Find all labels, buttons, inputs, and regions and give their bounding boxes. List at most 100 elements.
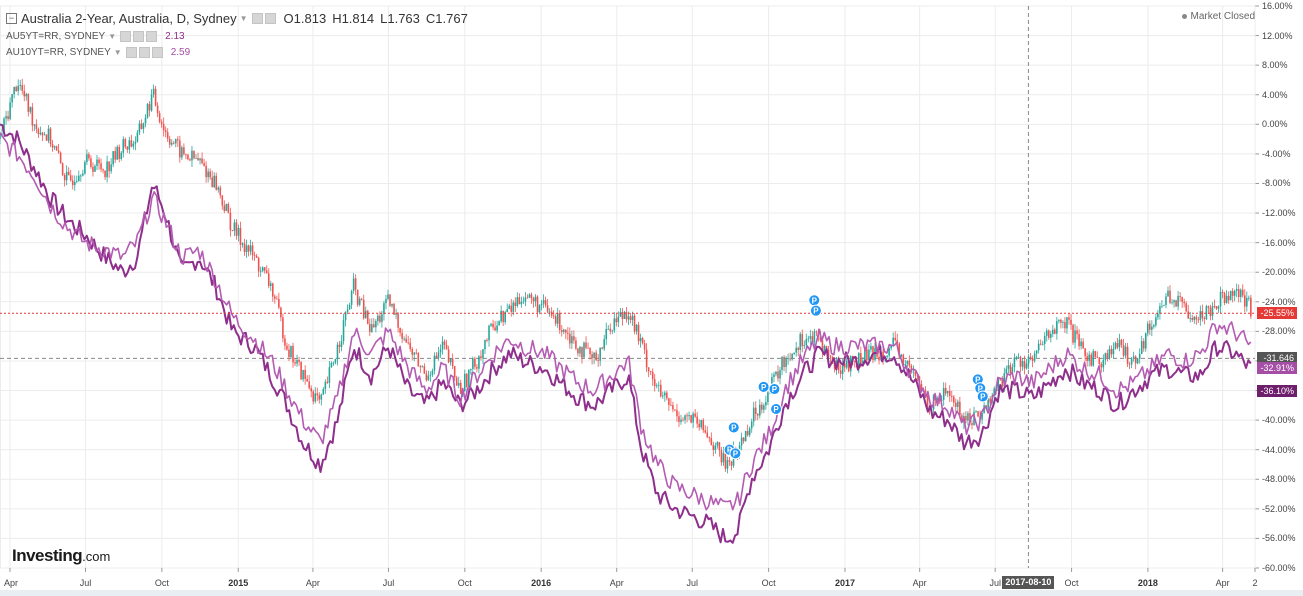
settings-icon[interactable] (120, 30, 132, 42)
candle-body (900, 354, 903, 357)
candle-body (1246, 297, 1248, 307)
candle-body (144, 117, 147, 124)
candle-body (433, 355, 436, 371)
compare-series-10y[interactable]: AU10YT=RR, SYDNEY ▼ 2.59 (6, 44, 468, 60)
compare-10y-name[interactable]: AU10YT=RR, SYDNEY (6, 46, 111, 58)
candle-body (225, 204, 228, 211)
candle-body (714, 445, 717, 450)
event-marker-label: P (975, 375, 981, 384)
candle-body (203, 163, 205, 166)
candle-body (124, 139, 127, 147)
candle-body (839, 370, 842, 374)
candle-body (235, 222, 238, 236)
chevron-down-icon[interactable]: ▼ (239, 13, 248, 23)
y-tick-label: -40.00% (1262, 415, 1296, 426)
candle-body (257, 257, 260, 272)
chevron-down-icon[interactable]: ▼ (108, 31, 117, 41)
minus-box-icon[interactable]: − (6, 12, 17, 24)
candle-body (447, 349, 450, 363)
candle-body (993, 388, 996, 396)
candle-body (825, 346, 828, 350)
candle-body (332, 362, 335, 364)
candle-body (1120, 339, 1123, 345)
y-tick-label: -16.00% (1262, 237, 1296, 248)
event-marker-icon[interactable]: P (976, 390, 989, 403)
close-icon[interactable] (146, 30, 158, 42)
compare-series-5y[interactable]: AU5YT=RR, SYDNEY ▼ 2.13 (6, 28, 468, 44)
candle-body (237, 227, 240, 236)
settings-icon[interactable] (125, 46, 137, 58)
candle-body (728, 460, 731, 462)
candle-body (1045, 330, 1048, 336)
candle-body (666, 392, 668, 399)
main-series-name[interactable]: Australia 2-Year, Australia, D, Sydney (21, 10, 237, 26)
candle-body (429, 374, 432, 376)
chart-legend: − Australia 2-Year, Australia, D, Sydney… (6, 8, 468, 60)
candle-body (1052, 329, 1054, 334)
event-marker-circle[interactable] (770, 403, 783, 416)
event-marker-circle[interactable] (727, 421, 740, 434)
candle-body (546, 305, 549, 312)
candle-body (19, 84, 22, 86)
candle-body (130, 140, 133, 147)
event-marker-icon[interactable]: P (809, 304, 822, 317)
close-icon[interactable] (151, 46, 163, 58)
candle-body (868, 349, 870, 361)
close-value: 1.767 (435, 10, 468, 26)
candle-body (80, 175, 82, 177)
event-marker-circle[interactable] (976, 390, 989, 403)
candle-body (754, 407, 757, 415)
high-value: 1.814 (341, 10, 375, 26)
candle-body (1116, 342, 1119, 348)
hide-icon[interactable] (264, 12, 276, 24)
candle-body (488, 325, 490, 341)
candle-body (437, 352, 440, 358)
candle-body (977, 411, 979, 417)
event-marker-icon[interactable]: P (768, 383, 781, 396)
candle-body (231, 230, 234, 232)
candle-body (534, 296, 537, 302)
candle-body (334, 359, 337, 363)
candle-body (655, 385, 658, 387)
candle-body (629, 316, 632, 320)
candle-body (276, 298, 278, 300)
candle-body (1049, 333, 1052, 338)
candle-body (906, 360, 909, 365)
event-marker-icon[interactable]: P (727, 421, 740, 434)
compare-5y-value: 2.13 (165, 30, 185, 42)
event-marker-circle[interactable] (809, 304, 822, 317)
hide-icon[interactable] (133, 30, 145, 42)
candle-body (1015, 357, 1018, 358)
candle-body (558, 313, 561, 330)
event-marker-icon[interactable]: P (808, 294, 821, 307)
compare-5y-name[interactable]: AU5YT=RR, SYDNEY (6, 30, 106, 42)
candle-body (500, 310, 502, 322)
candle-body (803, 345, 806, 347)
chevron-down-icon[interactable]: ▼ (113, 47, 122, 57)
candle-body (415, 352, 418, 354)
settings-icon[interactable] (251, 12, 263, 24)
candle-body (744, 430, 747, 442)
y-tick-label: 0.00% (1262, 119, 1288, 130)
candle-body (1163, 305, 1165, 306)
candle-body (140, 123, 143, 129)
event-marker-circle[interactable] (729, 447, 742, 460)
candle-body (866, 349, 868, 361)
candle-body (261, 267, 264, 272)
event-marker-icon[interactable]: P (757, 380, 770, 393)
candle-body (385, 299, 387, 304)
hide-icon[interactable] (138, 46, 150, 58)
candle-body (1003, 373, 1006, 387)
candle-body (1217, 306, 1220, 309)
event-marker-icon[interactable]: P (770, 403, 783, 416)
candle-body (243, 243, 246, 253)
event-marker-icon[interactable]: P (729, 447, 742, 460)
candle-body (401, 332, 403, 339)
event-marker-circle[interactable] (768, 383, 781, 396)
candle-body (674, 409, 676, 411)
candle-body (971, 422, 973, 425)
candle-body (789, 358, 791, 360)
candle-body (61, 163, 64, 175)
